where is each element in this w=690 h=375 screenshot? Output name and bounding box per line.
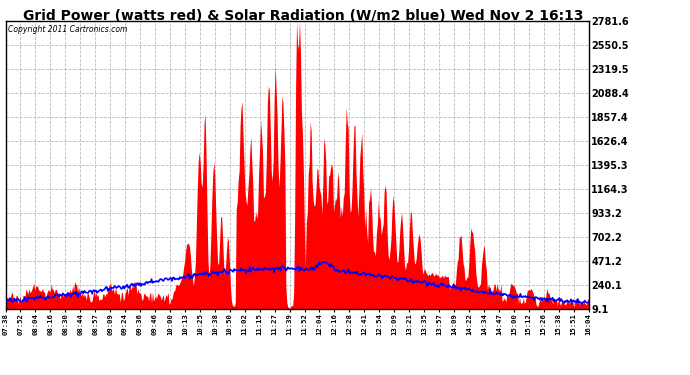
Text: Copyright 2011 Cartronics.com: Copyright 2011 Cartronics.com	[8, 25, 128, 34]
Text: Grid Power (watts red) & Solar Radiation (W/m2 blue) Wed Nov 2 16:13: Grid Power (watts red) & Solar Radiation…	[23, 9, 584, 23]
